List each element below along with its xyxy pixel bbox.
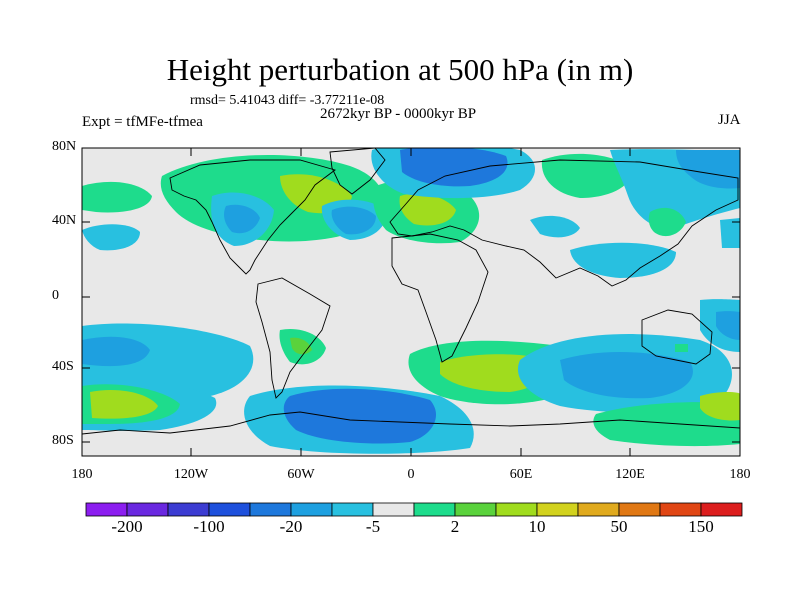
contour-region-neg-small [720, 218, 740, 248]
contour-region-pos-small [648, 207, 686, 237]
longitude-label: 120E [615, 467, 645, 482]
longitude-label: 180 [71, 467, 93, 482]
latitude-label: 40N [52, 213, 77, 228]
colorbar-swatch [413, 502, 456, 517]
contour-region-neg-mid [676, 150, 740, 189]
colorbar-swatch [372, 502, 415, 517]
colorbar-label: 2 [450, 517, 460, 536]
colorbar-swatch [85, 502, 128, 517]
colorbar-label: 10 [528, 517, 546, 536]
contour-region-neg-mid [560, 351, 693, 399]
contour-region-neg-small [530, 215, 580, 238]
contour-region-pos-large [90, 389, 158, 419]
contour-region-pos-small [82, 181, 152, 213]
contour-region-neg-small [82, 224, 140, 251]
colorbar-swatch [249, 502, 292, 517]
colorbar-swatch [577, 502, 620, 517]
latitude-label: 80N [52, 139, 77, 154]
colorbar-label: -100 [193, 517, 225, 536]
colorbar-swatch [536, 502, 579, 517]
longitude-label: 60W [287, 467, 315, 482]
contour-region-neg-mid [82, 336, 150, 367]
colorbar-swatch [700, 502, 743, 517]
colorbar-swatch [659, 502, 702, 517]
contour-region-pos-large [700, 392, 740, 421]
rmsd-diff-stats: rmsd= 5.41043 diff= -3.77211e-08 [190, 93, 385, 108]
colorbar-swatch [290, 502, 333, 517]
longitude-label: 180 [729, 467, 751, 482]
colorbar-swatch [495, 502, 538, 517]
time-period-subtitle: 2672kyr BP - 0000kyr BP [320, 106, 477, 122]
latitude-label: 40S [52, 359, 74, 374]
colorbar-label: -5 [365, 517, 381, 536]
contour-region-neg-large [283, 388, 437, 444]
contour-region-neg-mid [716, 311, 740, 340]
colorbar-label: 50 [610, 517, 628, 536]
plot-title: Height perturbation at 500 hPa (in m) [166, 52, 634, 87]
experiment-label: Expt = tfMFe-tfmea [82, 114, 203, 130]
latitude-label: 0 [52, 288, 59, 303]
contour-region-pos-large [399, 193, 456, 226]
longitude-label: 120W [173, 467, 209, 482]
contour-field [82, 148, 740, 456]
colorbar-label: 150 [688, 517, 714, 536]
contour-region-neg-mid [331, 206, 376, 235]
season-label: JJA [718, 112, 741, 128]
longitude-label: 0 [407, 467, 415, 482]
colorbar-swatch [331, 502, 374, 517]
colorbar-swatch [618, 502, 661, 517]
colorbar-swatch [167, 502, 210, 517]
colorbar [85, 502, 743, 517]
contour-region-pos-small [593, 402, 740, 447]
latitude-label: 80S [52, 433, 74, 448]
longitude-label: 60E [509, 467, 533, 482]
contour-region-pos-small [541, 153, 633, 198]
coastlines [82, 148, 740, 435]
contour-region-neg-small [570, 242, 676, 278]
colorbar-swatch [454, 502, 497, 517]
colorbar-swatch [126, 502, 169, 517]
colorbar-label: -20 [279, 517, 303, 536]
colorbar-swatch [208, 502, 251, 517]
contour-region-neg-mid [224, 204, 260, 234]
colorbar-label: -200 [111, 517, 143, 536]
contour-region-pos-small [675, 344, 688, 352]
contour-region-neg-large [400, 148, 508, 187]
